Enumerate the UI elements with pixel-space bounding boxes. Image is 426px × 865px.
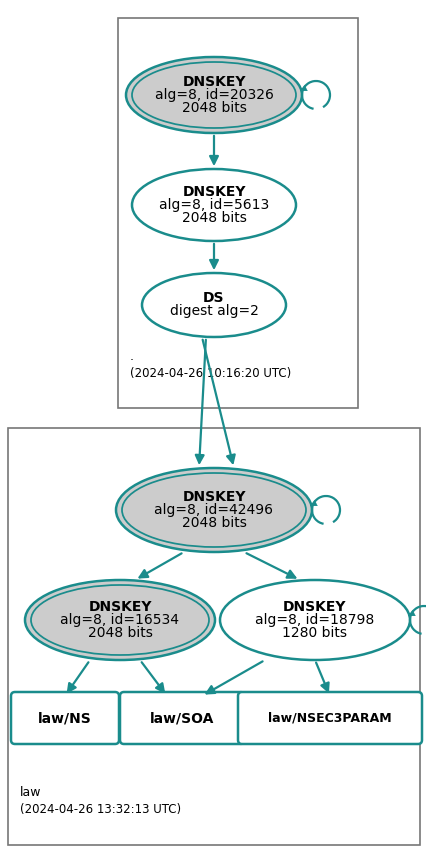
Text: DNSKEY: DNSKEY <box>282 600 346 614</box>
Text: alg=8, id=20326: alg=8, id=20326 <box>154 88 273 102</box>
Text: law/NS: law/NS <box>38 711 92 725</box>
Text: 2048 bits: 2048 bits <box>181 101 246 115</box>
Text: .: . <box>130 349 134 362</box>
Text: 1280 bits: 1280 bits <box>282 626 347 640</box>
Text: law/SOA: law/SOA <box>150 711 214 725</box>
Text: (2024-04-26 13:32:13 UTC): (2024-04-26 13:32:13 UTC) <box>20 804 181 817</box>
Ellipse shape <box>116 468 311 552</box>
Text: DNSKEY: DNSKEY <box>182 75 245 89</box>
FancyBboxPatch shape <box>120 692 243 744</box>
Text: (2024-04-26 10:16:20 UTC): (2024-04-26 10:16:20 UTC) <box>130 367 291 380</box>
Ellipse shape <box>132 169 295 241</box>
Text: alg=8, id=18798: alg=8, id=18798 <box>255 613 374 627</box>
Text: DNSKEY: DNSKEY <box>182 490 245 504</box>
Text: DNSKEY: DNSKEY <box>182 185 245 199</box>
FancyBboxPatch shape <box>8 428 419 845</box>
Text: 2048 bits: 2048 bits <box>181 516 246 530</box>
FancyBboxPatch shape <box>237 692 421 744</box>
FancyBboxPatch shape <box>11 692 119 744</box>
FancyBboxPatch shape <box>118 18 357 408</box>
Text: alg=8, id=5613: alg=8, id=5613 <box>158 198 268 212</box>
Ellipse shape <box>219 580 409 660</box>
Ellipse shape <box>142 273 285 337</box>
Text: law: law <box>20 786 41 799</box>
Ellipse shape <box>126 57 301 133</box>
Ellipse shape <box>25 580 215 660</box>
Text: alg=8, id=16534: alg=8, id=16534 <box>60 613 179 627</box>
Text: 2048 bits: 2048 bits <box>87 626 152 640</box>
Text: digest alg=2: digest alg=2 <box>169 304 258 318</box>
Text: law/NSEC3PARAM: law/NSEC3PARAM <box>268 712 391 725</box>
Text: alg=8, id=42496: alg=8, id=42496 <box>154 503 273 517</box>
Text: 2048 bits: 2048 bits <box>181 211 246 225</box>
Text: DS: DS <box>203 292 224 305</box>
Text: DNSKEY: DNSKEY <box>88 600 151 614</box>
